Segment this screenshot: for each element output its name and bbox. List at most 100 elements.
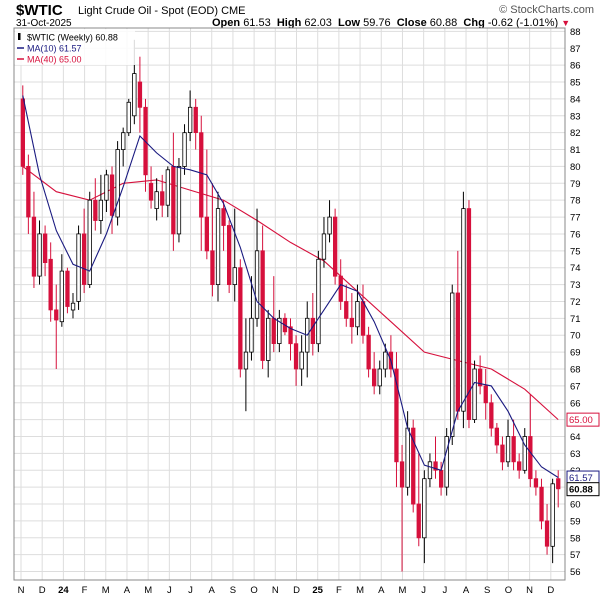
y-tick-label: 85	[570, 78, 581, 89]
candle	[544, 504, 550, 555]
candle-body	[489, 402, 494, 429]
candle-body	[171, 165, 176, 235]
high-value: 62.03	[304, 17, 332, 29]
candle	[70, 293, 76, 319]
candle-body	[533, 478, 539, 488]
candle	[305, 301, 310, 378]
y-tick-label: 69	[570, 348, 581, 359]
candle-body	[550, 483, 555, 547]
value-badge: 60.88	[566, 482, 600, 497]
ma40-line-group	[22, 165, 559, 421]
candle	[249, 276, 254, 361]
candle	[528, 394, 533, 488]
candle	[427, 453, 433, 488]
x-tick-label: M	[144, 585, 152, 596]
candle	[539, 478, 544, 530]
y-tick-label: 67	[570, 381, 581, 392]
candle-body	[316, 258, 321, 345]
candle	[37, 220, 42, 285]
legend-entry: MA(10) 61.57	[27, 44, 82, 54]
candle-body	[137, 81, 143, 108]
y-tick-label: 79	[570, 179, 581, 190]
x-tick-label: M	[399, 585, 407, 596]
x-tick-label: N	[272, 585, 279, 596]
candle	[377, 360, 382, 395]
x-tick-label: N	[18, 585, 25, 596]
candle	[226, 220, 232, 294]
candle	[254, 208, 260, 327]
ma10-line	[22, 95, 559, 478]
candle	[109, 166, 115, 234]
candle	[472, 360, 477, 424]
candle-body	[266, 317, 271, 361]
candle-body	[360, 301, 366, 336]
candle-body	[293, 343, 299, 370]
candle-body	[37, 233, 42, 277]
candle	[182, 124, 187, 175]
candle	[522, 428, 527, 474]
candle	[260, 225, 265, 369]
candle	[210, 183, 215, 297]
candle-body	[132, 73, 137, 117]
candle-body	[243, 351, 249, 370]
x-tick-label: F	[336, 585, 342, 596]
candle	[243, 318, 249, 412]
candle	[299, 335, 304, 386]
x-tick-label: A	[463, 585, 470, 596]
legend-background	[15, 29, 135, 65]
candle	[444, 428, 449, 496]
candle-body	[126, 101, 131, 134]
y-tick-label: 56	[570, 567, 581, 578]
x-tick-label: 25	[312, 585, 323, 596]
candle	[394, 352, 399, 488]
y-tick-label: 75	[570, 246, 581, 257]
candle	[98, 174, 103, 234]
candle	[199, 115, 204, 251]
candle	[411, 419, 416, 513]
candle	[422, 470, 427, 564]
candle	[82, 208, 87, 294]
value-badge-label: 60.88	[569, 485, 593, 496]
candle	[344, 284, 349, 327]
close-label: Close	[396, 17, 427, 29]
candle-body	[288, 326, 293, 345]
candle-body	[193, 106, 198, 134]
chart-header: $WTIC Light Crude Oil - Spot (EOD) CME 3…	[0, 0, 600, 30]
candle-body	[405, 427, 410, 488]
candle	[288, 318, 293, 361]
candle-body	[466, 208, 472, 421]
down-triangle-icon: ▼	[561, 18, 571, 28]
candle-body	[249, 317, 254, 353]
y-tick-label: 81	[570, 145, 581, 156]
value-badge: 61.57	[566, 470, 600, 485]
candle-body	[494, 427, 500, 446]
candle	[126, 98, 131, 137]
y-tick-label: 59	[570, 516, 581, 527]
y-tick-label: 58	[570, 533, 581, 544]
candle-body	[43, 233, 48, 263]
candle	[321, 217, 327, 268]
high-label: High	[276, 17, 302, 29]
candle-body	[299, 351, 304, 370]
x-tick-label: S	[484, 585, 490, 596]
candle	[483, 368, 488, 420]
candle-body	[82, 233, 87, 285]
candle-body	[48, 258, 53, 311]
candle	[416, 453, 421, 547]
candle-body	[109, 174, 115, 216]
open-label: Open	[212, 17, 241, 29]
x-tick-label: F	[82, 585, 88, 596]
candle	[43, 225, 48, 277]
candle	[204, 149, 210, 260]
candle	[232, 208, 237, 302]
candle-body	[366, 334, 371, 370]
y-tick-label: 60	[570, 500, 581, 511]
candle-body	[70, 302, 76, 311]
candle	[511, 419, 516, 471]
candle-body	[433, 461, 438, 471]
x-tick-label: O	[505, 585, 512, 596]
candle-body	[210, 250, 215, 286]
y-tick-label: 74	[570, 263, 581, 274]
